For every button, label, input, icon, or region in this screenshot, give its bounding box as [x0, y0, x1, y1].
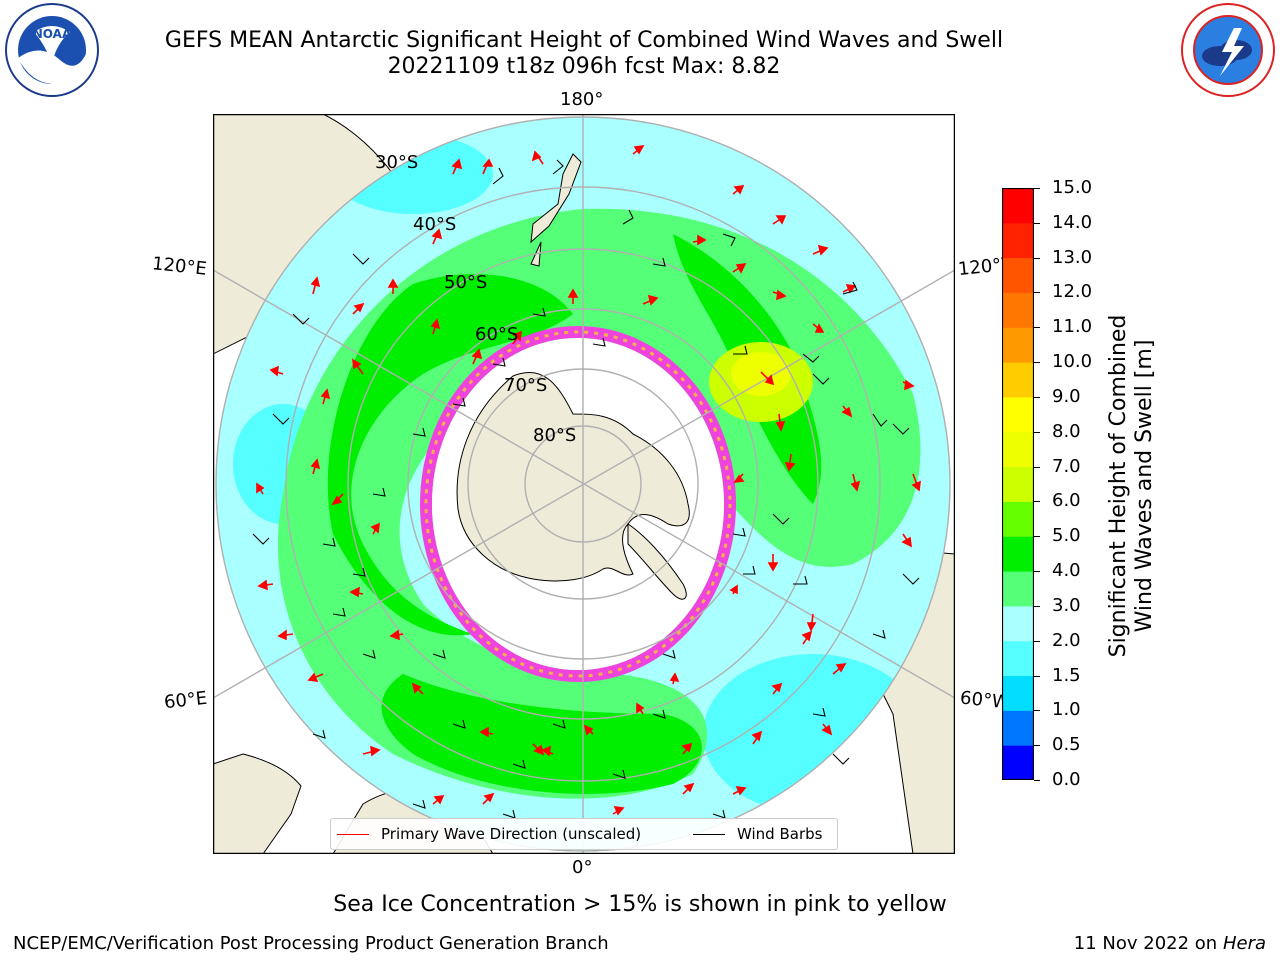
lat-label-80s: 80°S: [533, 425, 576, 446]
colorbar-label: Significant Height of Combined Wind Wave…: [1106, 315, 1157, 658]
colorbar-tick-mark: [1034, 257, 1040, 259]
legend-label: Wind Barbs: [737, 825, 823, 843]
colorbar-tick-label: 5.0: [1052, 525, 1081, 547]
svg-text:NOAA: NOAA: [33, 27, 72, 41]
colorbar-tick-mark: [1034, 396, 1040, 398]
lat-label-40s: 40°S: [413, 214, 456, 235]
colorbar-tick-mark: [1034, 292, 1040, 294]
colorbar-bin: [1002, 292, 1034, 328]
africa-land: [213, 753, 302, 854]
colorbar-tick-label: 15.0: [1052, 177, 1093, 198]
colorbar-bin: [1002, 501, 1034, 537]
footer-date: 11 Nov 2022 on Hera: [1073, 933, 1266, 954]
colorbar-bin: [1002, 362, 1034, 398]
colorbar-tick-label: 0.5: [1052, 734, 1081, 756]
nws-logo: [1181, 3, 1275, 97]
colorbar-tick-label: 3.0: [1052, 594, 1081, 616]
footer-credit: NCEP/EMC/Verification Post Processing Pr…: [13, 933, 609, 954]
wave-field-high-3: [381, 674, 702, 794]
colorbar-tick-mark: [1034, 536, 1040, 538]
colorbar-bin: [1002, 640, 1034, 677]
colorbar-bin: [1002, 222, 1034, 259]
colorbar-bin: [1002, 710, 1034, 746]
colorbar-tick-mark: [1034, 745, 1040, 747]
map-legend: Primary Wave Direction (unscaled) Wind B…: [330, 818, 838, 850]
wave-field-low-2: [703, 654, 923, 814]
colorbar-tick-mark: [1034, 780, 1040, 781]
colorbar-tick-mark: [1034, 501, 1040, 503]
wave-direction-arrows: [256, 145, 921, 816]
colorbar-tick-mark: [1034, 571, 1040, 573]
colorbar-tick-mark: [1034, 222, 1040, 224]
lat-label-50s: 50°S: [444, 272, 487, 293]
antarctica-land: [456, 371, 690, 582]
colorbar-tick-mark: [1034, 710, 1040, 712]
lat-label-60s: 60°S: [475, 324, 518, 345]
wave-field-high: [327, 274, 573, 636]
lon-label-120e: 120°E: [151, 253, 208, 280]
lon-label-0: 0°: [572, 857, 593, 878]
lon-label-60e: 60°E: [163, 687, 209, 714]
colorbar-tick-label: 12.0: [1052, 281, 1093, 303]
colorbar-tick-mark: [1034, 466, 1040, 468]
svg-text:Wind Waves and Swell [m]: Wind Waves and Swell [m]: [1132, 340, 1157, 633]
colorbar-tick-label: 4.0: [1052, 560, 1081, 582]
colorbar-tick-label: 6.0: [1052, 490, 1081, 512]
lat-label-70s: 70°S: [504, 375, 547, 396]
new-zealand-land: [530, 153, 582, 244]
footer-machine: Hera: [1222, 933, 1266, 954]
colorbar-tick-mark: [1034, 431, 1040, 433]
wind-barbs: [252, 159, 920, 819]
colorbar-tick-label: 10.0: [1052, 351, 1093, 373]
colorbar-tick-label: 14.0: [1052, 211, 1093, 233]
legend-swatch-black: [693, 833, 725, 835]
longitude-grid: [213, 114, 955, 854]
colorbar-tick-mark: [1034, 675, 1040, 677]
noaa-logo: NOAA: [5, 3, 99, 97]
colorbar-bin: [1002, 431, 1034, 468]
legend-item-wind-barbs: Wind Barbs: [693, 825, 822, 843]
colorbar-tick-label: 13.0: [1052, 246, 1093, 268]
sea-ice-note: Sea Ice Concentration > 15% is shown in …: [333, 892, 947, 917]
chart-subtitle: 20221109 t18z 096h fcst Max: 8.82: [387, 54, 781, 79]
lat-label-30s: 30°S: [375, 152, 418, 173]
colorbar-tick-label: 9.0: [1052, 385, 1081, 407]
colorbar-tick-label: 7.0: [1052, 455, 1081, 477]
colorbar-bin: [1002, 257, 1034, 293]
polar-map: 30°S 40°S 50°S 60°S 70°S 80°S: [213, 114, 955, 854]
legend-label: Primary Wave Direction (unscaled): [381, 825, 642, 843]
colorbar: [1002, 188, 1034, 780]
colorbar-bin: [1002, 466, 1034, 502]
legend-item-wave-direction: Primary Wave Direction (unscaled): [337, 825, 641, 843]
svg-text:Significant Height of Combined: Significant Height of Combined: [1106, 315, 1131, 658]
lon-label-180: 180°: [560, 89, 604, 110]
colorbar-tick-mark: [1034, 605, 1040, 607]
colorbar-bin: [1002, 188, 1034, 224]
colorbar-tick-mark: [1034, 640, 1040, 642]
colorbar-bin: [1002, 675, 1034, 711]
colorbar-tick-label: 8.0: [1052, 420, 1081, 442]
colorbar-tick-mark: [1034, 327, 1040, 329]
colorbar-bin: [1002, 327, 1034, 363]
colorbar-tick-label: 1.0: [1052, 699, 1081, 721]
colorbar-tick-mark: [1034, 362, 1040, 364]
colorbar-tick-label: 11.0: [1052, 316, 1093, 338]
colorbar-bin: [1002, 536, 1034, 572]
colorbar-bin: [1002, 571, 1034, 607]
legend-swatch-red: [337, 833, 369, 835]
colorbar-tick-mark: [1034, 188, 1040, 189]
colorbar-bin: [1002, 745, 1034, 780]
colorbar-bin: [1002, 605, 1034, 642]
antarctic-peninsula: [627, 523, 687, 600]
chart-title: GEFS MEAN Antarctic Significant Height o…: [164, 28, 1004, 53]
colorbar-tick-label: 2.0: [1052, 629, 1081, 651]
colorbar-tick-label: 1.5: [1052, 664, 1081, 686]
colorbar-tick-label: 0.0: [1052, 769, 1081, 790]
colorbar-bin: [1002, 396, 1034, 433]
